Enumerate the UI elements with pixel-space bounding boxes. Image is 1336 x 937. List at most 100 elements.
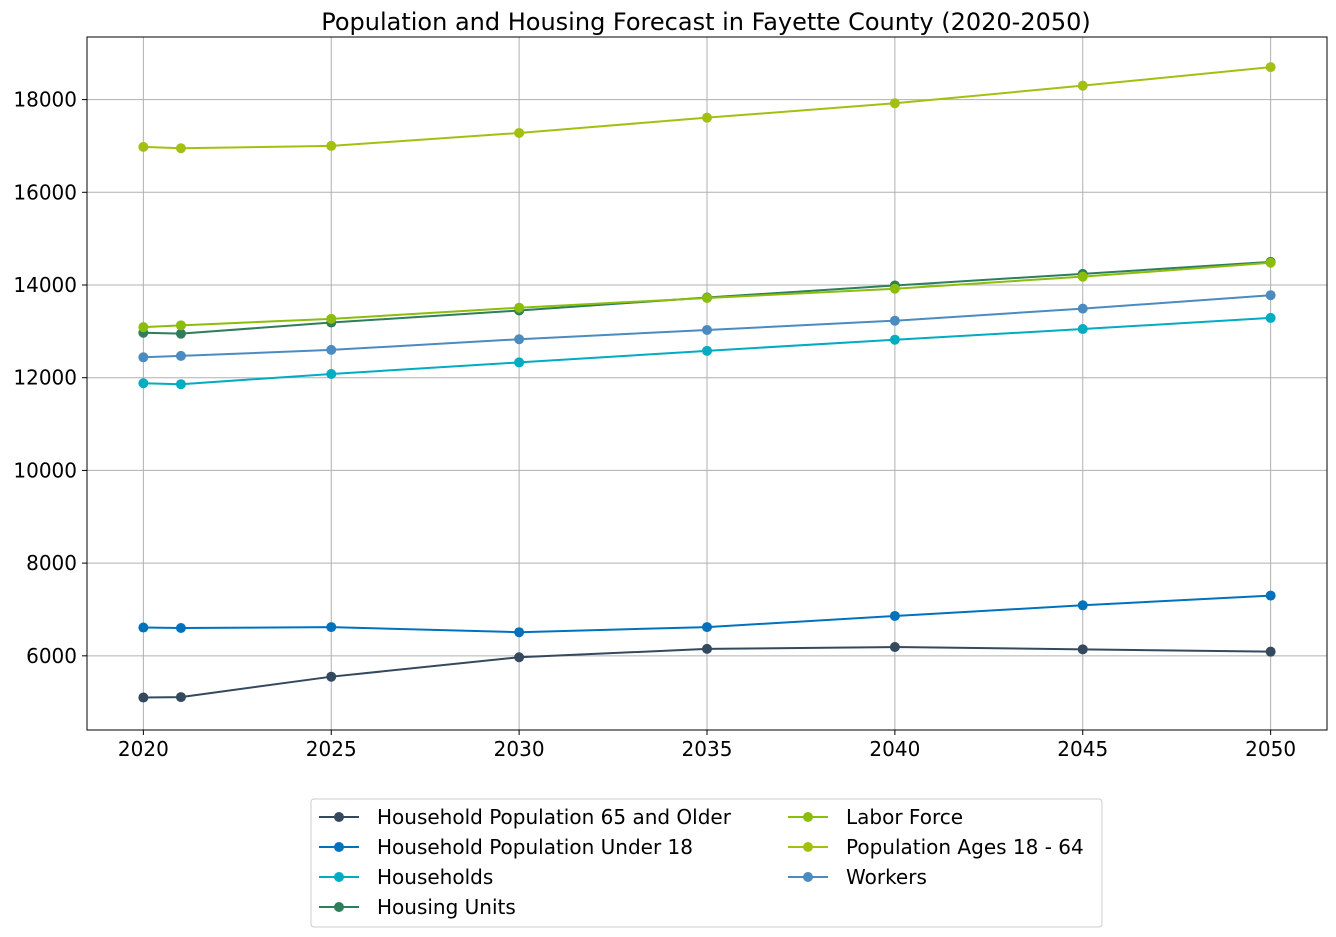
data-point [175, 350, 186, 361]
data-point [889, 642, 900, 653]
series-line [143, 260, 1271, 335]
legend-swatch-marker [334, 902, 344, 912]
series-6 [138, 290, 1276, 363]
data-point [138, 141, 149, 152]
data-point [175, 328, 186, 339]
data-point [514, 334, 525, 345]
y-tick-label: 6000 [26, 644, 77, 668]
y-tick-label: 16000 [13, 180, 77, 204]
data-point [175, 320, 186, 331]
data-point [514, 652, 525, 663]
data-point [138, 622, 149, 633]
data-point [1077, 303, 1088, 314]
axes: 2020 2025 2030 2035 2040 2045 2050 6000 8000 1000… [13, 36, 1328, 761]
legend-label: Housing Units [377, 895, 516, 919]
data-point [138, 692, 149, 703]
series-group [138, 62, 1276, 703]
legend-label: Workers [846, 865, 927, 889]
legend-item: Labor Force [788, 805, 963, 829]
data-point [1077, 600, 1088, 611]
data-point [326, 622, 337, 633]
data-point [175, 379, 186, 390]
data-point [702, 324, 712, 335]
data-point [1265, 590, 1276, 601]
legend-label: Household Population Under 18 [377, 835, 693, 859]
data-point [702, 292, 712, 303]
legend-swatch-marker [803, 812, 813, 822]
legend-item: Household Population Under 18 [319, 835, 693, 859]
data-point [1077, 644, 1088, 655]
legend-item: Housing Units [319, 895, 516, 919]
x-tick-label: 2030 [494, 737, 545, 761]
series-1 [138, 590, 1276, 638]
data-point [175, 692, 186, 703]
legend-label: Households [377, 865, 493, 889]
chart-title: Population and Housing Forecast in Fayet… [321, 8, 1091, 36]
data-point [514, 127, 525, 138]
series-line [143, 316, 1271, 386]
legend-box [310, 798, 1103, 928]
data-point [889, 98, 900, 109]
x-tick-label: 2020 [118, 737, 169, 761]
data-point [889, 610, 900, 621]
legend-item: Workers [788, 865, 927, 889]
x-tick-label: 2040 [869, 737, 920, 761]
data-point [138, 352, 149, 363]
data-point [326, 671, 337, 682]
data-point [326, 344, 337, 355]
legend-swatch-marker [334, 842, 344, 852]
legend-item: Household Population 65 and Older [319, 805, 732, 829]
legend: Household Population 65 and Older Househo… [310, 798, 1103, 928]
data-point [702, 643, 712, 654]
data-point [1265, 312, 1276, 323]
x-tick-label: 2045 [1057, 737, 1108, 761]
data-point [514, 357, 525, 368]
series-0 [138, 642, 1276, 703]
data-point [514, 302, 525, 313]
data-point [138, 378, 149, 389]
data-point [1077, 324, 1088, 335]
data-point [514, 627, 525, 638]
x-tick-label: 2050 [1245, 737, 1296, 761]
series-line [143, 66, 1271, 150]
data-point [702, 345, 712, 356]
data-point [175, 623, 186, 634]
series-line [143, 261, 1271, 329]
legend-label: Household Population 65 and Older [377, 805, 732, 829]
legend-swatch-marker [334, 812, 344, 822]
data-point [889, 283, 900, 294]
legend-swatch-marker [334, 872, 344, 882]
y-tick-label: 8000 [26, 551, 77, 575]
data-point [1265, 62, 1276, 73]
legend-label: Population Ages 18 - 64 [846, 835, 1084, 859]
data-point [1077, 80, 1088, 91]
series-4 [138, 257, 1276, 333]
legend-item: Households [319, 865, 493, 889]
series-2 [138, 312, 1276, 390]
y-tick-label: 18000 [13, 88, 77, 112]
data-point [702, 112, 712, 123]
legend-label: Labor Force [846, 805, 963, 829]
series-line [143, 294, 1271, 359]
legend-swatch-marker [803, 842, 813, 852]
data-point [889, 334, 900, 345]
x-tick-label: 2035 [682, 737, 733, 761]
legend-swatch-marker [803, 872, 813, 882]
y-tick-label: 14000 [13, 273, 77, 297]
data-point [1265, 290, 1276, 301]
y-tick-label: 12000 [13, 366, 77, 390]
data-point [326, 140, 337, 151]
data-point [1265, 646, 1276, 657]
data-point [175, 143, 186, 154]
data-point [1077, 271, 1088, 282]
data-point [889, 315, 900, 326]
data-point [326, 368, 337, 379]
data-point [138, 322, 149, 333]
y-tick-label: 10000 [13, 458, 77, 482]
data-point [1265, 257, 1276, 268]
series-5 [138, 62, 1276, 154]
series-line [143, 594, 1271, 634]
x-tick-label: 2025 [306, 737, 357, 761]
data-point [702, 622, 712, 633]
